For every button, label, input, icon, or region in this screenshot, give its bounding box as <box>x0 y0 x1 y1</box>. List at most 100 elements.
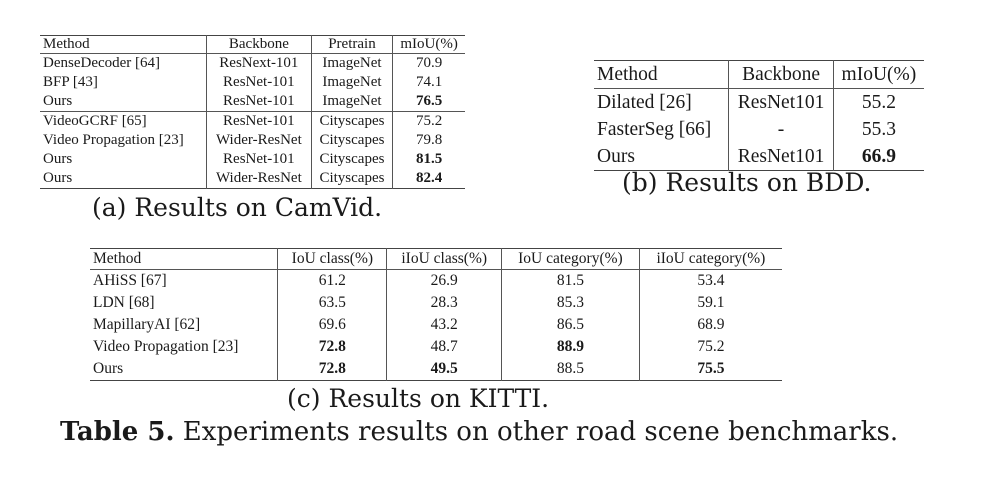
cell-backbone: ResNet-101 <box>205 150 312 169</box>
cell-iiou-category: 59.1 <box>638 292 782 314</box>
cell-backbone: ResNet-101 <box>205 92 312 112</box>
cell-method: Ours <box>43 151 73 167</box>
cell-miou: 70.9 <box>392 53 465 73</box>
camvid-caption: (a) Results on CamVid. <box>92 193 383 222</box>
cell-method: FasterSeg [66] <box>597 118 712 140</box>
table-header-row: Method Backbone Pretrain mIoU(%) <box>40 35 465 54</box>
table-row: Ours ResNet101 66.9 <box>594 143 924 171</box>
table-row: VideoGCRF [65] ResNet-101 Cityscapes 75.… <box>40 111 465 131</box>
cell-method: BFP [43] <box>43 74 98 90</box>
table-row: DenseDecoder [64] ResNext-101 ImageNet 7… <box>40 53 465 73</box>
cell-iou-class: 72.8 <box>277 358 387 381</box>
header-method: Method <box>597 63 658 85</box>
cell-miou: 55.2 <box>832 88 924 116</box>
header-iou-category: IoU category(%) <box>500 248 640 270</box>
header-iiou-category: iIoU category(%) <box>638 248 782 270</box>
table-row: Ours 72.8 49.5 88.5 75.5 <box>90 358 782 381</box>
header-miou: mIoU(%) <box>832 60 924 89</box>
cell-method: Ours <box>597 145 635 167</box>
cell-pretrain: ImageNet <box>310 53 393 73</box>
cell-pretrain: ImageNet <box>310 92 393 112</box>
cell-method: MapillaryAI [62] <box>93 316 201 334</box>
cell-iiou-category: 53.4 <box>638 269 782 292</box>
cell-method: VideoGCRF [65] <box>43 113 147 129</box>
cell-miou: 75.2 <box>392 111 465 131</box>
cell-iiou-class: 49.5 <box>386 358 502 381</box>
cell-iou-class: 61.2 <box>277 269 387 292</box>
table-header-row: Method Backbone mIoU(%) <box>594 60 924 89</box>
cell-method: AHiSS [67] <box>93 272 167 290</box>
table-row: Ours ResNet-101 ImageNet 76.5 <box>40 92 465 112</box>
cell-iiou-class: 26.9 <box>386 269 502 292</box>
bdd-results-table: Method Backbone mIoU(%) Dilated [26] Res… <box>594 60 924 171</box>
cell-iiou-class: 43.2 <box>386 314 502 336</box>
cell-method: LDN [68] <box>93 294 155 312</box>
cell-method: Ours <box>43 93 73 109</box>
header-backbone: Backbone <box>728 60 834 89</box>
bdd-caption: (b) Results on BDD. <box>622 168 872 197</box>
cell-backbone: ResNet-101 <box>205 111 312 131</box>
table-number-label: Table 5. <box>60 417 175 447</box>
cell-pretrain: Cityscapes <box>310 131 393 150</box>
cell-backbone: ResNet-101 <box>205 73 312 92</box>
cell-backbone: - <box>728 116 834 143</box>
kitti-results-table: Method IoU class(%) iIoU class(%) IoU ca… <box>90 248 782 381</box>
cell-iiou-class: 28.3 <box>386 292 502 314</box>
cell-iou-category: 88.9 <box>500 336 640 358</box>
header-method: Method <box>93 250 142 268</box>
cell-method: Video Propagation [23] <box>43 132 184 148</box>
header-miou: mIoU(%) <box>392 35 465 54</box>
table-row: Ours ResNet-101 Cityscapes 81.5 <box>40 150 465 169</box>
kitti-caption: (c) Results on KITTI. <box>287 384 550 413</box>
cell-backbone: ResNet101 <box>728 143 834 171</box>
cell-iiou-category: 75.5 <box>638 358 782 381</box>
cell-method: DenseDecoder [64] <box>43 55 161 71</box>
header-iou-class: IoU class(%) <box>277 248 387 270</box>
cell-iou-class: 63.5 <box>277 292 387 314</box>
table-row: FasterSeg [66] - 55.3 <box>594 116 924 143</box>
table-caption-text: Experiments results on other road scene … <box>174 417 899 447</box>
table-main-caption: Table 5. Experiments results on other ro… <box>60 417 898 447</box>
cell-pretrain: Cityscapes <box>310 150 393 169</box>
cell-method: Ours <box>43 170 73 186</box>
cell-miou: 81.5 <box>392 150 465 169</box>
cell-iiou-category: 75.2 <box>638 336 782 358</box>
cell-backbone: ResNext-101 <box>205 53 312 73</box>
cell-miou: 79.8 <box>392 131 465 150</box>
cell-iou-category: 86.5 <box>500 314 640 336</box>
table-row: Video Propagation [23] Wider-ResNet City… <box>40 131 465 150</box>
cell-iiou-category: 68.9 <box>638 314 782 336</box>
table-row: MapillaryAI [62] 69.6 43.2 86.5 68.9 <box>90 314 782 336</box>
header-iiou-class: iIoU class(%) <box>386 248 502 270</box>
cell-miou: 66.9 <box>832 143 924 171</box>
table-row: Video Propagation [23] 72.8 48.7 88.9 75… <box>90 336 782 358</box>
cell-backbone: Wider-ResNet <box>205 131 312 150</box>
header-pretrain: Pretrain <box>310 35 393 54</box>
cell-miou: 76.5 <box>392 92 465 112</box>
cell-method: Ours <box>93 360 124 378</box>
cell-pretrain: Cityscapes <box>310 169 393 189</box>
header-backbone: Backbone <box>205 35 312 54</box>
table-row: BFP [43] ResNet-101 ImageNet 74.1 <box>40 73 465 92</box>
cell-iiou-class: 48.7 <box>386 336 502 358</box>
cell-iou-class: 69.6 <box>277 314 387 336</box>
cell-method: Dilated [26] <box>597 91 692 113</box>
cell-backbone: Wider-ResNet <box>205 169 312 189</box>
table-header-row: Method IoU class(%) iIoU class(%) IoU ca… <box>90 248 782 270</box>
cell-pretrain: Cityscapes <box>310 111 393 131</box>
table-row: LDN [68] 63.5 28.3 85.3 59.1 <box>90 292 782 314</box>
table-row: Dilated [26] ResNet101 55.2 <box>594 88 924 116</box>
cell-iou-class: 72.8 <box>277 336 387 358</box>
cell-miou: 82.4 <box>392 169 465 189</box>
table-row: Ours Wider-ResNet Cityscapes 82.4 <box>40 169 465 189</box>
cell-miou: 55.3 <box>832 116 924 143</box>
header-method: Method <box>43 36 90 52</box>
cell-iou-category: 85.3 <box>500 292 640 314</box>
cell-iou-category: 81.5 <box>500 269 640 292</box>
table-row: AHiSS [67] 61.2 26.9 81.5 53.4 <box>90 269 782 292</box>
cell-backbone: ResNet101 <box>728 88 834 116</box>
cell-miou: 74.1 <box>392 73 465 92</box>
camvid-results-table: Method Backbone Pretrain mIoU(%) DenseDe… <box>40 35 465 189</box>
cell-pretrain: ImageNet <box>310 73 393 92</box>
cell-method: Video Propagation [23] <box>93 338 239 356</box>
